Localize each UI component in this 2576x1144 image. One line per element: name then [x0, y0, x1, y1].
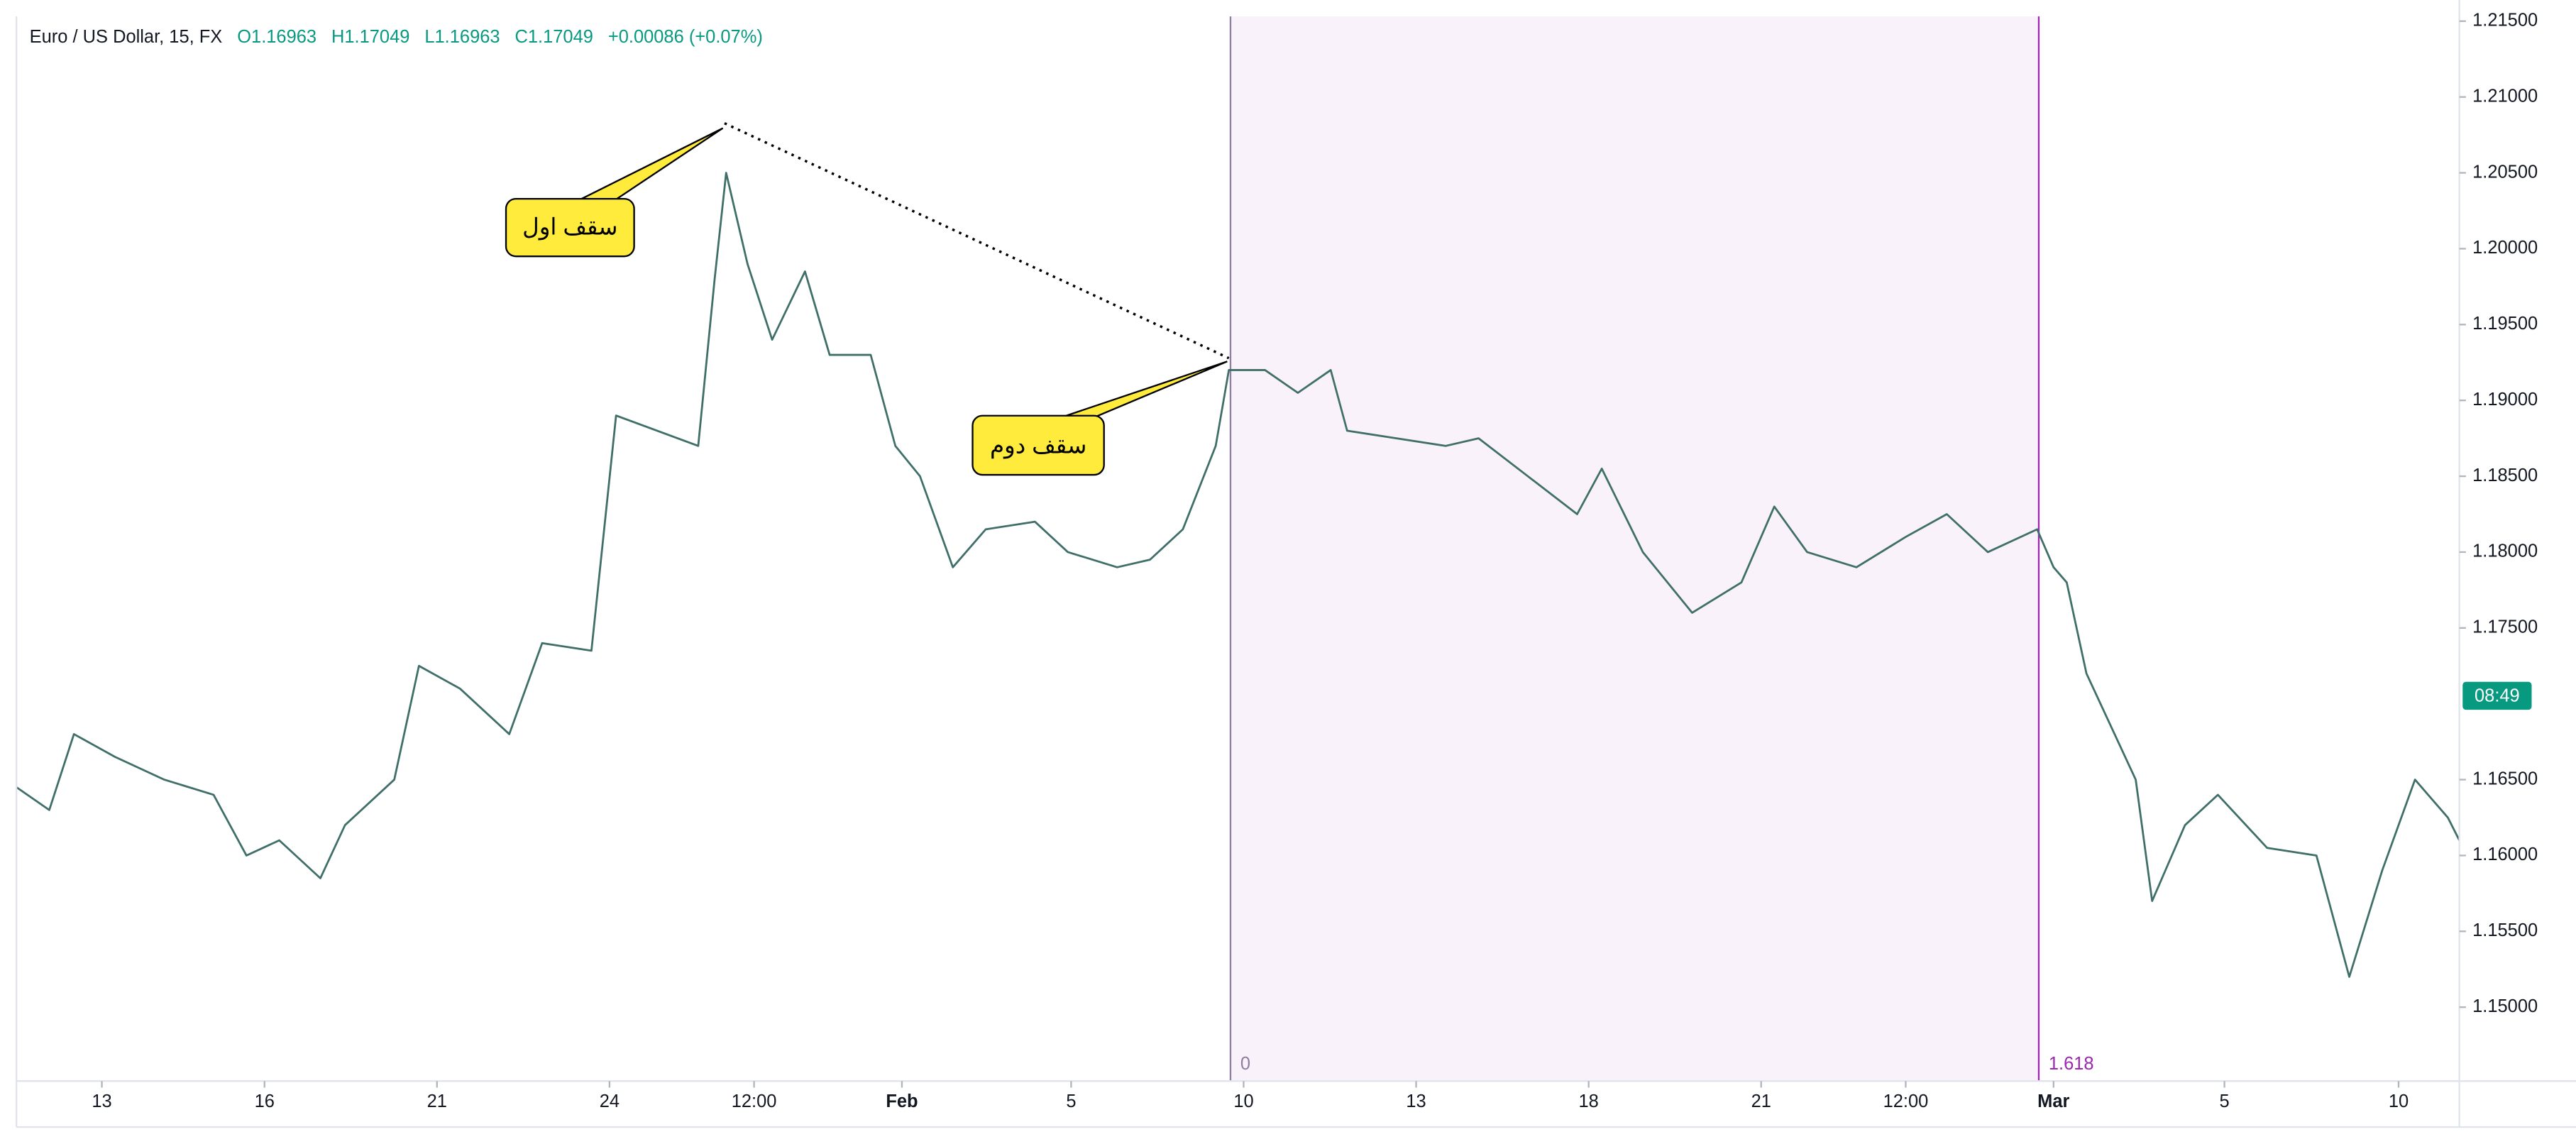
- y-tick-label: 1.16000: [2472, 845, 2538, 864]
- x-tick-label: 5: [2220, 1091, 2230, 1111]
- x-tick-label: 10: [1233, 1091, 1253, 1111]
- open: O1.16963: [237, 27, 317, 47]
- y-tick-label: 1.18500: [2472, 466, 2538, 485]
- countdown: 08:49: [2475, 686, 2520, 705]
- ticks: 1.15000 1.15500 1.16000 1.16500 1.17500 1.180…: [92, 11, 2538, 1112]
- y-tick-label: 1.18000: [2472, 541, 2538, 561]
- x-tick-label: 18: [1578, 1091, 1598, 1111]
- price-line: [16, 172, 2460, 978]
- x-tick-label: 13: [92, 1091, 111, 1111]
- x-tick-label: 10: [2389, 1091, 2409, 1111]
- close: C1.17049: [515, 27, 593, 47]
- y-tick-label: 1.19500: [2472, 314, 2538, 334]
- x-tick-label: 16: [255, 1091, 275, 1111]
- fib-zone: [1230, 16, 2039, 1082]
- y-tick-label: 1.15000: [2472, 996, 2538, 1016]
- x-tick-label: Feb: [886, 1091, 918, 1111]
- countdown-badge: [2462, 681, 2532, 710]
- high: H1.17049: [331, 27, 409, 47]
- low: L1.16963: [424, 27, 500, 47]
- fib-label: 1.618: [2049, 1054, 2094, 1074]
- x-tick-label: 21: [1751, 1091, 1771, 1111]
- x-tick-label: 5: [1066, 1091, 1076, 1111]
- callout-pointer: [1061, 361, 1228, 419]
- y-tick-label: 1.15500: [2472, 920, 2538, 940]
- y-tick-label: 1.16500: [2472, 769, 2538, 788]
- fib-label: 0: [1240, 1054, 1250, 1074]
- plot: [16, 172, 2460, 978]
- y-tick-label: 1.20500: [2472, 162, 2538, 182]
- y-tick-label: 1.20000: [2472, 238, 2538, 258]
- callout-pointer: [578, 127, 724, 202]
- y-tick-label: 1.21500: [2472, 11, 2538, 31]
- callout: [505, 197, 635, 258]
- x-tick-label: 12:00: [1883, 1091, 1929, 1111]
- y-tick-label: 1.19000: [2472, 390, 2538, 409]
- symbol: Euro / US Dollar, 15, FX: [30, 27, 223, 47]
- trend-line: [724, 122, 1230, 360]
- x-tick-label: Mar: [2037, 1091, 2069, 1111]
- x-tick-label: 12:00: [732, 1091, 777, 1111]
- callout-text: سقف اول: [522, 214, 617, 240]
- legend-header: Euro / US Dollar, 15, FX O1.16963 H1.170…: [30, 27, 763, 47]
- x-tick-label: 21: [427, 1091, 447, 1111]
- callout: [971, 414, 1105, 476]
- callout-text: سقف دوم: [990, 432, 1086, 458]
- x-tick-label: 24: [600, 1091, 620, 1111]
- x-tick-label: 13: [1406, 1091, 1426, 1111]
- y-tick-label: 1.17500: [2472, 617, 2538, 637]
- y-tick-label: 1.21000: [2472, 86, 2538, 106]
- change: +0.00086 (+0.07%): [608, 27, 763, 47]
